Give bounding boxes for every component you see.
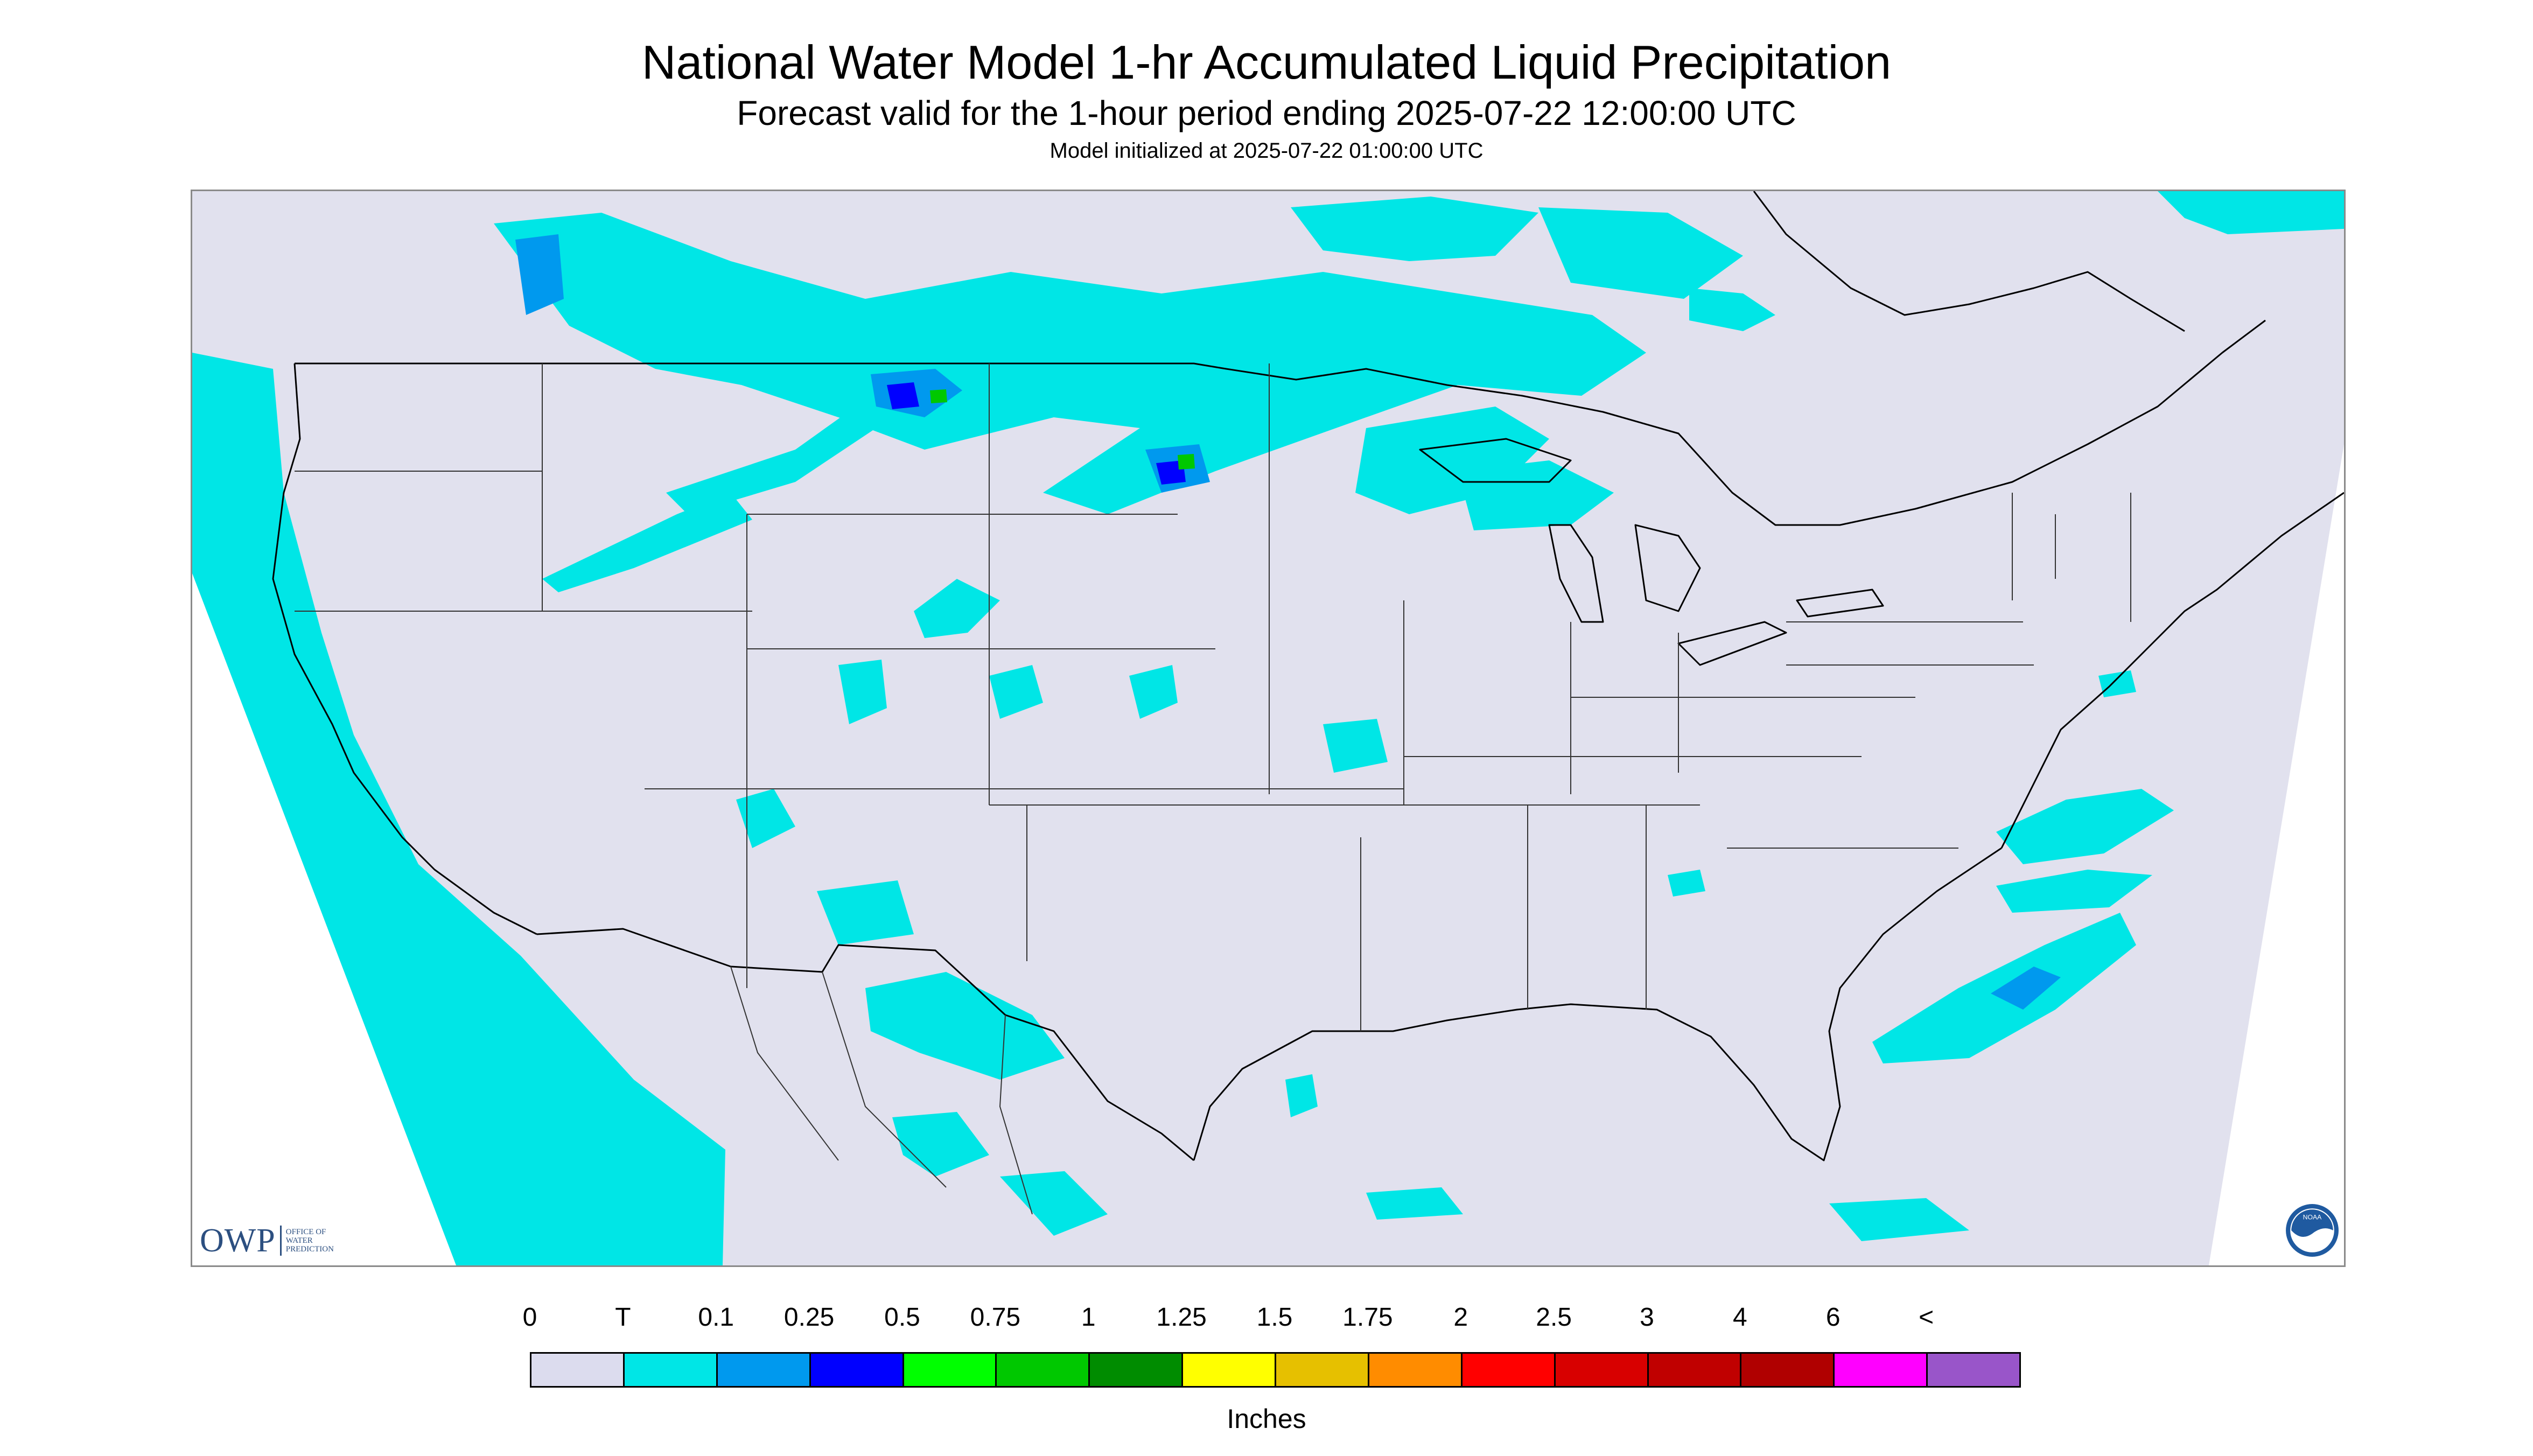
precip-colorado-south [838,660,887,724]
legend-swatch [622,1352,718,1388]
precip-canada-patch [1689,288,1775,331]
owp-logo-letters: OWP [200,1222,276,1259]
legend-swatch [1367,1352,1463,1388]
legend-tick-label: 0.25 [783,1303,835,1332]
precip-missouri [1323,719,1388,773]
precip-idaho-streak [542,493,752,592]
state-line-new-england [2012,493,2131,622]
legend-swatch [1833,1352,1928,1388]
precip-wisconsin [1458,460,1614,530]
us-mexico-border [536,928,1194,1161]
precip-montana-streak [666,396,892,514]
precip-montana-heavy [887,382,919,409]
legend-tick-label: 0.1 [698,1303,734,1332]
precip-caribbean [1829,1198,1969,1241]
precip-mexico-north [865,972,1065,1080]
state-borders [295,363,2131,1215]
precip-quebec-north [1291,197,1538,261]
precip-alabama [1668,870,1705,897]
legend-swatch [1554,1352,1649,1388]
precip-atlantic-mid [1996,870,2152,913]
lake-superior [1419,438,1572,483]
precipitation-map [191,190,2346,1267]
precip-pacific-coast [192,353,725,1265]
precip-atlantic-core [1991,967,2061,1010]
legend-tick-label: 1.5 [1256,1303,1293,1332]
legend-tick-label: 1.25 [1156,1303,1207,1332]
precip-colorado-east [989,665,1043,719]
svg-text:NOAA: NOAA [2303,1214,2322,1221]
state-line-ky-tn-va [1404,697,1915,757]
precip-dakota-heavy [1156,460,1186,485]
precip-kansas [1129,665,1178,719]
precip-atlantic-north [1996,789,2174,864]
legend-tick-label: 0.5 [884,1303,920,1332]
precip-wyoming-patch [914,579,1000,638]
legend-swatch [1926,1352,2021,1388]
state-line-ms-al-ga [1527,805,1647,1010]
precip-quebec-east [1538,207,1743,299]
precip-gulf-west [1285,1074,1318,1117]
noaa-logo-icon: NOAA [2286,1204,2339,1257]
lake-michigan [1548,524,1604,623]
precip-labrador [2158,191,2344,234]
precip-idaho-core [515,234,564,315]
model-init-note: Model initialized at 2025-07-22 01:00:00… [1049,139,1484,163]
lake-huron [1634,524,1701,612]
owp-logo: OWP Office of Water Prediction [200,1221,334,1260]
hudson-bay-coast [1753,191,2185,332]
legend-swatch [1460,1352,1556,1388]
legend-swatch [1275,1352,1369,1388]
projection-area [192,191,2344,1265]
state-line-il-in-oh [1403,600,1679,805]
precip-mexico-mid [892,1112,989,1177]
legend-swatch [1740,1352,1835,1388]
legend-units-label: Inches [1227,1404,1306,1434]
legend-swatch [530,1352,625,1388]
precip-dakota-max [1178,454,1195,470]
mexico-state-lines [730,966,1033,1215]
legend-swatch [809,1352,904,1388]
legend-swatch [1088,1352,1184,1388]
legend-swatch [1647,1352,1742,1388]
legend-tick-label: 1.75 [1342,1303,1393,1332]
precip-nj-coast [2098,670,2136,697]
legend-tick-label: T [615,1303,631,1332]
lake-ontario [1796,589,1884,618]
precip-arizona [736,789,795,848]
legend-tick-label: 3 [1640,1303,1654,1332]
map-canvas [192,191,2344,1265]
state-line-pa-ny [1786,621,2034,666]
legend-tick-label: < [1919,1303,1934,1332]
legend-tick-label: 1 [1081,1303,1096,1332]
canada-us-border [295,319,2266,526]
political-borders [272,191,2344,1161]
gulf-coast [1193,847,2002,1161]
legend-tick-label: 2 [1453,1303,1468,1332]
owp-logo-divider [279,1226,282,1256]
lake-erie [1677,621,1787,666]
legend-tick-label: 0 [522,1303,537,1332]
precip-mexico-south [1000,1171,1108,1236]
legend-swatch [902,1352,997,1388]
legend-swatch [1181,1352,1276,1388]
legend-tick-label: 6 [1825,1303,1841,1332]
legend-swatch [716,1352,811,1388]
west-coast [272,363,537,935]
owp-logo-text: Office of Water Prediction [285,1228,334,1254]
precip-gulf-south [1366,1187,1463,1220]
forecast-valid-subtitle: Forecast valid for the 1-hour period end… [737,94,1796,132]
legend-tick-label: 0.75 [970,1303,1021,1332]
legend-swatch [995,1352,1090,1388]
legend-tick-label: 2.5 [1536,1303,1572,1332]
legend-tick-label: 4 [1733,1303,1747,1332]
precip-new-mexico [817,880,914,945]
precip-montana-max [930,389,947,403]
map-title: National Water Model 1-hr Accumulated Li… [641,36,1892,89]
east-coast [2000,492,2344,849]
